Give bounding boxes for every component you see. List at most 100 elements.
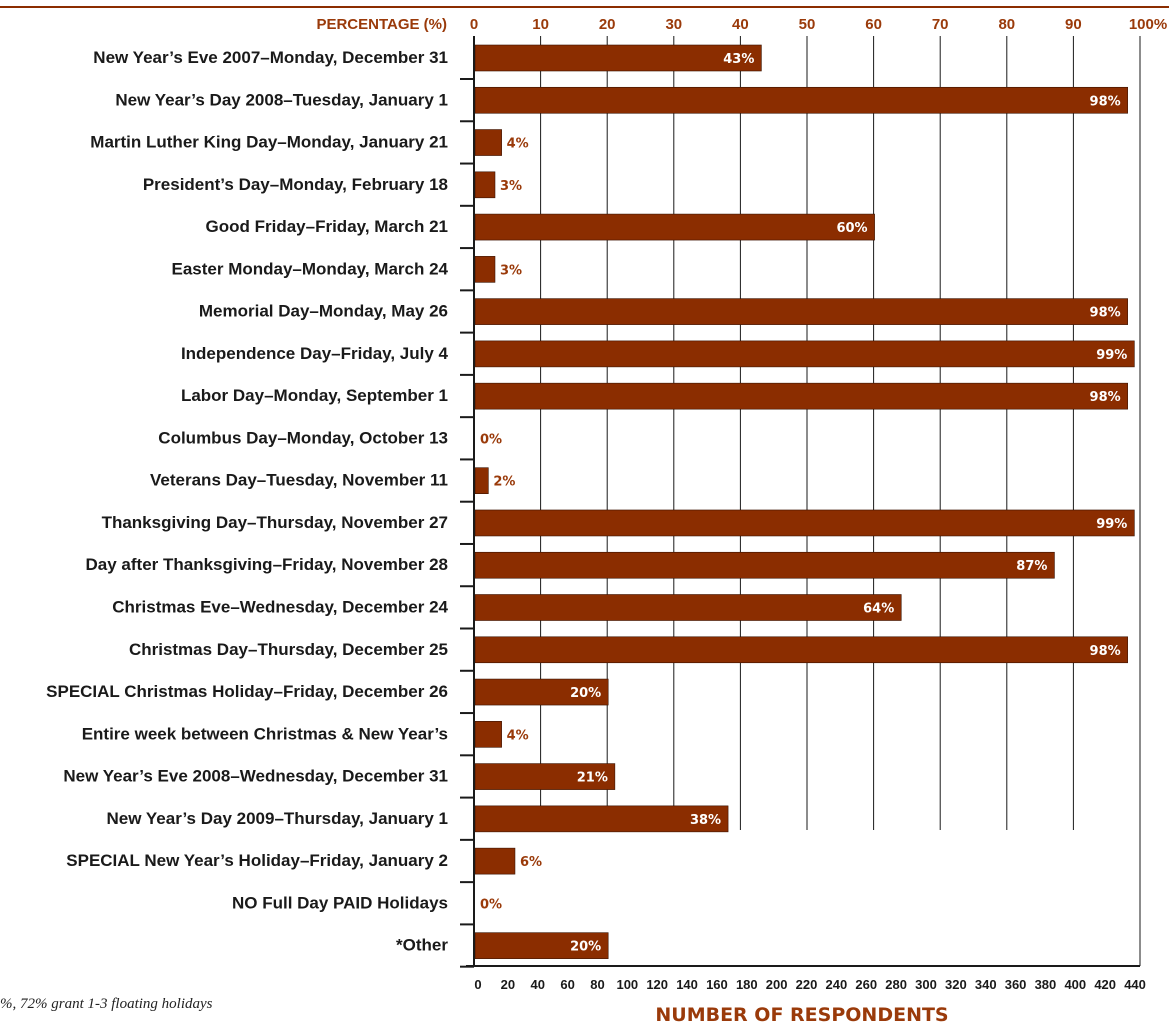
bar: [474, 636, 1128, 664]
bar: [474, 382, 1128, 410]
bar: [474, 805, 729, 833]
bottom-tick-label: 20: [501, 977, 515, 992]
bar: [474, 129, 502, 156]
bar: [474, 763, 616, 790]
category-label: Veterans Day–Tuesday, November 11: [150, 471, 448, 490]
top-tick-label: 10: [532, 16, 549, 33]
bottom-tick-label: 120: [646, 977, 668, 992]
category-label: Thanksgiving Day–Thursday, November 27: [102, 513, 448, 532]
bottom-tick-label: 340: [975, 977, 997, 992]
category-label: New Year’s Day 2009–Thursday, January 1: [107, 809, 448, 828]
value-label: 3%: [500, 263, 522, 278]
category-label: Good Friday–Friday, March 21: [206, 217, 448, 236]
category-label: SPECIAL Christmas Holiday–Friday, Decemb…: [46, 682, 448, 701]
top-tick-label: 80: [998, 16, 1015, 33]
value-label: 4%: [507, 728, 529, 743]
category-label: Memorial Day–Monday, May 26: [199, 302, 448, 321]
category-label: Day after Thanksgiving–Friday, November …: [86, 555, 448, 574]
value-label: 98%: [1090, 390, 1121, 405]
top-tick-label: 60: [865, 16, 882, 33]
bars: 43% 98% 4% 3% 60% 3% 98% 99% 98% 0% 2% 99% 87% 64% 98%…: [474, 44, 1135, 959]
value-label: 0%: [480, 897, 502, 912]
bar: [474, 721, 502, 748]
bottom-tick-label: 100: [616, 977, 638, 992]
value-label: 98%: [1090, 306, 1121, 321]
bottom-tick-label: 200: [766, 977, 788, 992]
bottom-tick-label: 380: [1035, 977, 1057, 992]
category-label: Christmas Eve–Wednesday, December 24: [112, 598, 448, 617]
top-axis-title: PERCENTAGE (%): [316, 16, 447, 33]
bottom-tick-label: 420: [1094, 977, 1116, 992]
bar: [474, 213, 875, 241]
bottom-tick-label: 0: [474, 977, 481, 992]
bar: [474, 594, 902, 621]
bar: [474, 467, 489, 495]
category-label: Entire week between Christmas & New Year…: [82, 724, 448, 743]
value-label: 43%: [723, 52, 754, 67]
bottom-tick-label: 80: [590, 977, 604, 992]
category-label: President’s Day–Monday, February 18: [143, 175, 448, 194]
top-tick-label: 100%: [1129, 16, 1167, 33]
value-label: 99%: [1096, 348, 1127, 363]
category-label: Independence Day–Friday, July 4: [181, 344, 449, 363]
top-tick-label: 40: [732, 16, 749, 33]
category-label: Labor Day–Monday, September 1: [181, 386, 448, 405]
value-label: 99%: [1096, 517, 1127, 532]
bar: [474, 678, 609, 706]
top-tick-label: 0: [470, 16, 478, 33]
bar: [474, 298, 1128, 325]
bottom-tick-label: 160: [706, 977, 728, 992]
x-axis-title: NUMBER OF RESPONDENTS: [655, 1004, 948, 1023]
bottom-tick-label: 260: [855, 977, 877, 992]
value-label: 6%: [520, 855, 542, 870]
category-labels: New Year’s Eve 2007–Monday, December 31 N…: [46, 48, 474, 968]
bar: [474, 932, 609, 959]
bar: [474, 551, 1055, 579]
value-label: 60%: [836, 221, 867, 236]
bar: [474, 509, 1135, 537]
category-label: Columbus Day–Monday, October 13: [158, 428, 448, 447]
bottom-axis-ticks: 0 20 40 60 80 100 120 140 160 180 200 220 240 260 280 3…: [466, 965, 1146, 992]
bar: [474, 340, 1135, 368]
category-label: New Year’s Eve 2008–Wednesday, December …: [63, 767, 448, 786]
category-label: Easter Monday–Monday, March 24: [172, 259, 449, 278]
bottom-tick-label: 40: [530, 977, 544, 992]
category-label: Christmas Day–Thursday, December 25: [129, 640, 448, 659]
value-label: 38%: [690, 813, 721, 828]
bar: [474, 256, 496, 283]
bottom-tick-label: 220: [796, 977, 818, 992]
value-label: 4%: [507, 137, 529, 152]
category-label: New Year’s Day 2008–Tuesday, January 1: [115, 90, 448, 109]
category-label: Martin Luther King Day–Monday, January 2…: [90, 133, 448, 152]
bar: [474, 847, 516, 875]
bottom-tick-label: 360: [1005, 977, 1027, 992]
bar: [474, 171, 496, 199]
value-label: 64%: [863, 602, 894, 617]
top-axis-ticks: 0 10 20 30 40 50 60 70 80 90 100%: [470, 16, 1167, 33]
footnote: %, 72% grant 1-3 floating holidays: [0, 996, 213, 1012]
top-tick-label: 20: [599, 16, 616, 33]
value-label: 3%: [500, 179, 522, 194]
bottom-tick-label: 140: [676, 977, 698, 992]
value-label: 98%: [1090, 94, 1121, 109]
top-tick-label: 90: [1065, 16, 1082, 33]
category-label: NO Full Day PAID Holidays: [232, 893, 448, 912]
category-label: SPECIAL New Year’s Holiday–Friday, Janua…: [66, 851, 448, 870]
value-label: 87%: [1016, 559, 1047, 574]
bottom-tick-label: 60: [560, 977, 574, 992]
bottom-tick-label: 240: [826, 977, 848, 992]
bottom-tick-label: 180: [736, 977, 758, 992]
bottom-tick-label: 400: [1064, 977, 1086, 992]
bottom-tick-label: 320: [945, 977, 967, 992]
bottom-tick-label: 440: [1124, 977, 1146, 992]
value-label: 20%: [570, 940, 601, 955]
value-label: 98%: [1090, 644, 1121, 659]
bar: [474, 44, 762, 72]
category-label: New Year’s Eve 2007–Monday, December 31: [93, 48, 448, 67]
value-label: 2%: [493, 475, 515, 490]
bottom-tick-label: 300: [915, 977, 937, 992]
bottom-tick-label: 280: [885, 977, 907, 992]
top-tick-label: 50: [799, 16, 816, 33]
value-label: 21%: [577, 771, 608, 786]
